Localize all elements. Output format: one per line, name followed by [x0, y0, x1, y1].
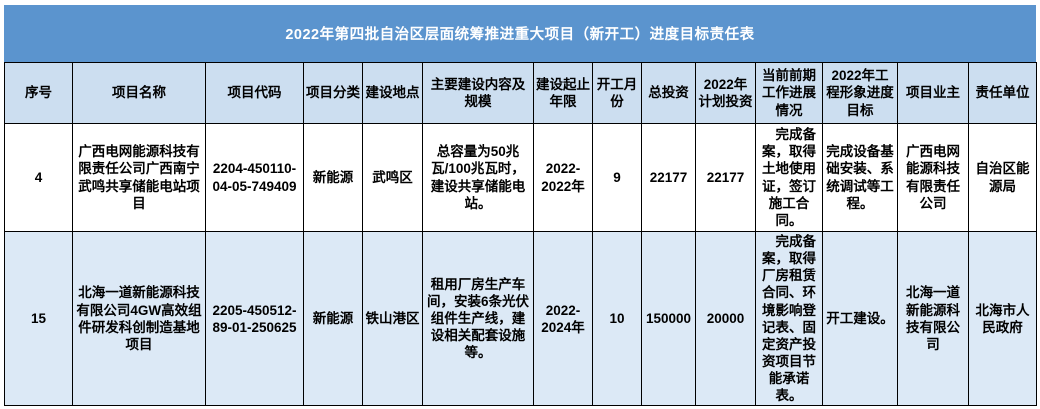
cell-serial: 15	[4, 230, 73, 407]
cell-serial: 4	[4, 123, 73, 232]
cell-location: 武鸣区	[362, 123, 423, 232]
cell-progress-status: 完成备案，取得厂房租赁合同、环境影响登记表、固定资产投资项目节能承诺表。	[755, 230, 823, 407]
cell-project-code: 2204-450110-04-05-749409	[205, 123, 304, 232]
table-row: 15 北海一道新能源科技有限公司4GW高效组件研发科创制造基地项目 2205-4…	[4, 230, 1037, 407]
cell-responsible-unit: 北海市人民政府	[968, 230, 1037, 407]
cell-start-month: 10	[592, 230, 642, 407]
column-header-progress-status: 当前前期工作进展情况	[755, 62, 823, 124]
column-header-serial: 序号	[4, 62, 73, 124]
header-row: 序号 项目名称 项目代码 项目分类 建设地点 主要建设内容及规模 建设起止年限 …	[4, 62, 1037, 124]
cell-owner: 北海一道新能源科技有限公司	[897, 230, 969, 407]
column-header-total-investment: 总投资	[641, 62, 696, 124]
table-row: 4 广西电网能源科技有限责任公司广西南宁武鸣共享储能电站项目 2204-4501…	[4, 123, 1037, 232]
page-title: 2022年第四批自治区层面统筹推进重大项目（新开工）进度目标责任表	[4, 5, 1036, 62]
cell-planned-2022: 22177	[695, 123, 756, 232]
cell-total-investment: 22177	[641, 123, 696, 232]
cell-period: 2022-2024年	[533, 230, 593, 407]
cell-location: 铁山港区	[362, 230, 423, 407]
cell-target-2022: 开工建设。	[822, 230, 898, 407]
column-header-start-month: 开工月份	[592, 62, 642, 124]
cell-responsible-unit: 自治区能源局	[968, 123, 1037, 232]
column-header-responsible-unit: 责任单位	[968, 62, 1037, 124]
column-header-category: 项目分类	[303, 62, 363, 124]
cell-content-scale: 租用厂房生产车间，安装6条光伏组件生产线，建设相关配套设施等。	[422, 230, 534, 407]
projects-table: 序号 项目名称 项目代码 项目分类 建设地点 主要建设内容及规模 建设起止年限 …	[4, 62, 1037, 407]
column-header-location: 建设地点	[362, 62, 423, 124]
cell-category: 新能源	[303, 123, 363, 232]
column-header-project-name: 项目名称	[72, 62, 206, 124]
column-header-project-code: 项目代码	[205, 62, 304, 124]
column-header-content-scale: 主要建设内容及规模	[422, 62, 534, 124]
cell-category: 新能源	[303, 230, 363, 407]
column-header-owner: 项目业主	[897, 62, 969, 124]
column-header-target-2022: 2022年工程形象进度目标	[822, 62, 898, 124]
cell-start-month: 9	[592, 123, 642, 232]
column-header-period: 建设起止年限	[533, 62, 593, 124]
cell-project-name: 广西电网能源科技有限责任公司广西南宁武鸣共享储能电站项目	[72, 123, 206, 232]
cell-total-investment: 150000	[641, 230, 696, 407]
cell-progress-status: 完成备案，取得土地使用证，签订施工合同。	[755, 123, 823, 232]
cell-target-2022: 完成设备基础安装、系统调试等工程。	[822, 123, 898, 232]
cell-planned-2022: 20000	[695, 230, 756, 407]
column-header-planned-2022: 2022年计划投资	[695, 62, 756, 124]
cell-project-code: 2205-450512-89-01-250625	[205, 230, 304, 407]
cell-owner: 广西电网能源科技有限责任公司	[897, 123, 969, 232]
cell-period: 2022-2022年	[533, 123, 593, 232]
cell-project-name: 北海一道新能源科技有限公司4GW高效组件研发科创制造基地项目	[72, 230, 206, 407]
cell-content-scale: 总容量为50兆瓦/100兆瓦时，建设共享储能电站。	[422, 123, 534, 232]
